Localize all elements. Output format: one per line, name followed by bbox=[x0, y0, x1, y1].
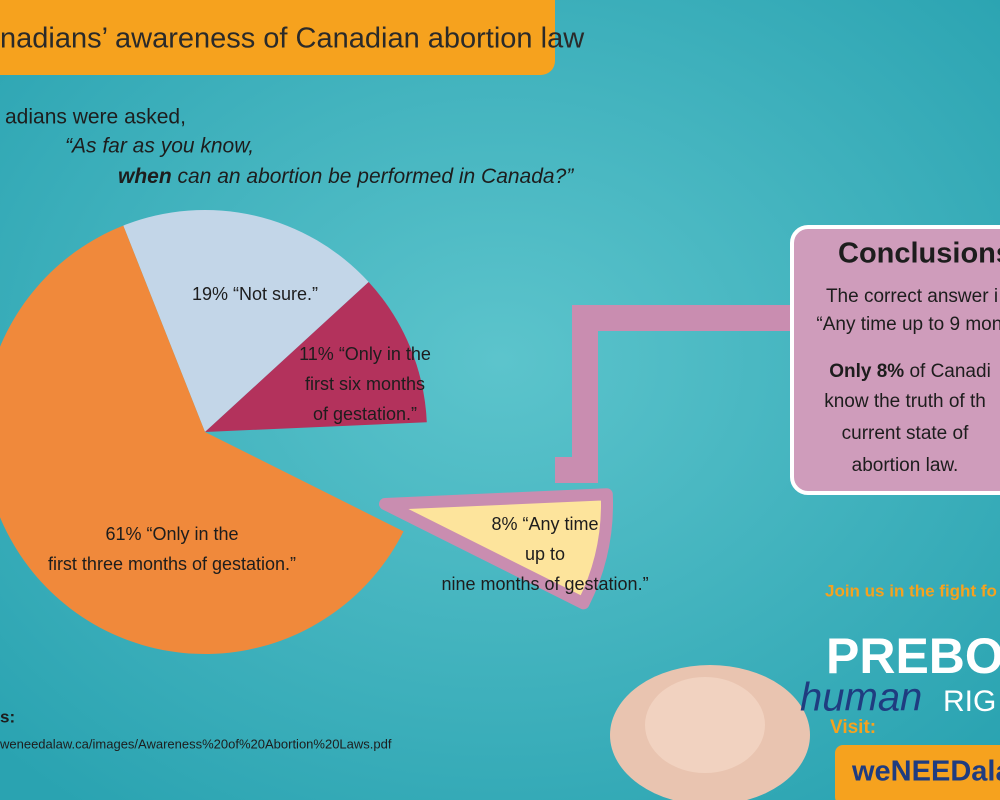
conclusion-emphasis: Only 8% bbox=[829, 361, 904, 382]
brand-rig: RIG bbox=[943, 685, 996, 718]
brand-human: human bbox=[800, 676, 922, 720]
question-line: adians were asked, bbox=[5, 106, 186, 129]
pie-slice bbox=[379, 488, 613, 610]
slice-label: first six months bbox=[305, 374, 425, 394]
sources-url: weneedalaw.ca/images/Awareness%20of%20Ab… bbox=[0, 736, 392, 751]
conclusion-line: abortion law. bbox=[852, 455, 959, 476]
conclusion-rest: of Canadi bbox=[904, 361, 991, 382]
title-box bbox=[0, 0, 555, 75]
visit-text: Visit: bbox=[830, 717, 876, 738]
pie-slice bbox=[0, 225, 404, 655]
slice-label: 11% “Only in the bbox=[299, 344, 431, 364]
url-box bbox=[835, 745, 1000, 800]
slice-label: of gestation.” bbox=[313, 404, 417, 424]
footer-url: weNEEDalaw. bbox=[851, 756, 1000, 788]
pie: 19% “Not sure.” 11% “Only in the first six… bbox=[0, 210, 649, 655]
connector-arrow bbox=[555, 305, 800, 483]
conclusion-line: Only 8% of Canadi bbox=[829, 361, 991, 382]
conclusions-box bbox=[790, 225, 1000, 495]
pie-slice bbox=[205, 281, 427, 432]
conclusion-line: “Any time up to 9 mont bbox=[816, 314, 1000, 335]
question-line: “As far as you know, bbox=[65, 135, 254, 158]
slice-label: 8% “Any time bbox=[491, 514, 598, 534]
slice-label: first three months of gestation.” bbox=[48, 554, 296, 574]
slice-label: up to bbox=[525, 544, 565, 564]
sources-label: s: bbox=[0, 707, 15, 726]
slice-label: nine months of gestation.” bbox=[441, 574, 648, 594]
conclusion-line: know the truth of th bbox=[824, 391, 986, 412]
question-line: when can an abortion be performed in Can… bbox=[118, 165, 574, 188]
conclusion-line: The correct answer i bbox=[826, 286, 998, 307]
slice-label: 61% “Only in the bbox=[105, 524, 238, 544]
conclusions-heading: Conclusions bbox=[838, 238, 1000, 270]
question-rest: can an abortion be performed in Canada?” bbox=[172, 165, 575, 188]
chart-title: nadians’ awareness of Canadian abortion … bbox=[0, 23, 585, 55]
question-emphasis: when bbox=[118, 165, 172, 188]
brand-prebo: PREBO bbox=[826, 628, 1000, 684]
conclusion-line: current state of bbox=[842, 423, 969, 444]
slice-label: 19% “Not sure.” bbox=[192, 284, 318, 304]
join-text: Join us in the fight fo bbox=[825, 581, 997, 600]
baby-face bbox=[645, 677, 765, 773]
pie-slice bbox=[123, 210, 369, 432]
